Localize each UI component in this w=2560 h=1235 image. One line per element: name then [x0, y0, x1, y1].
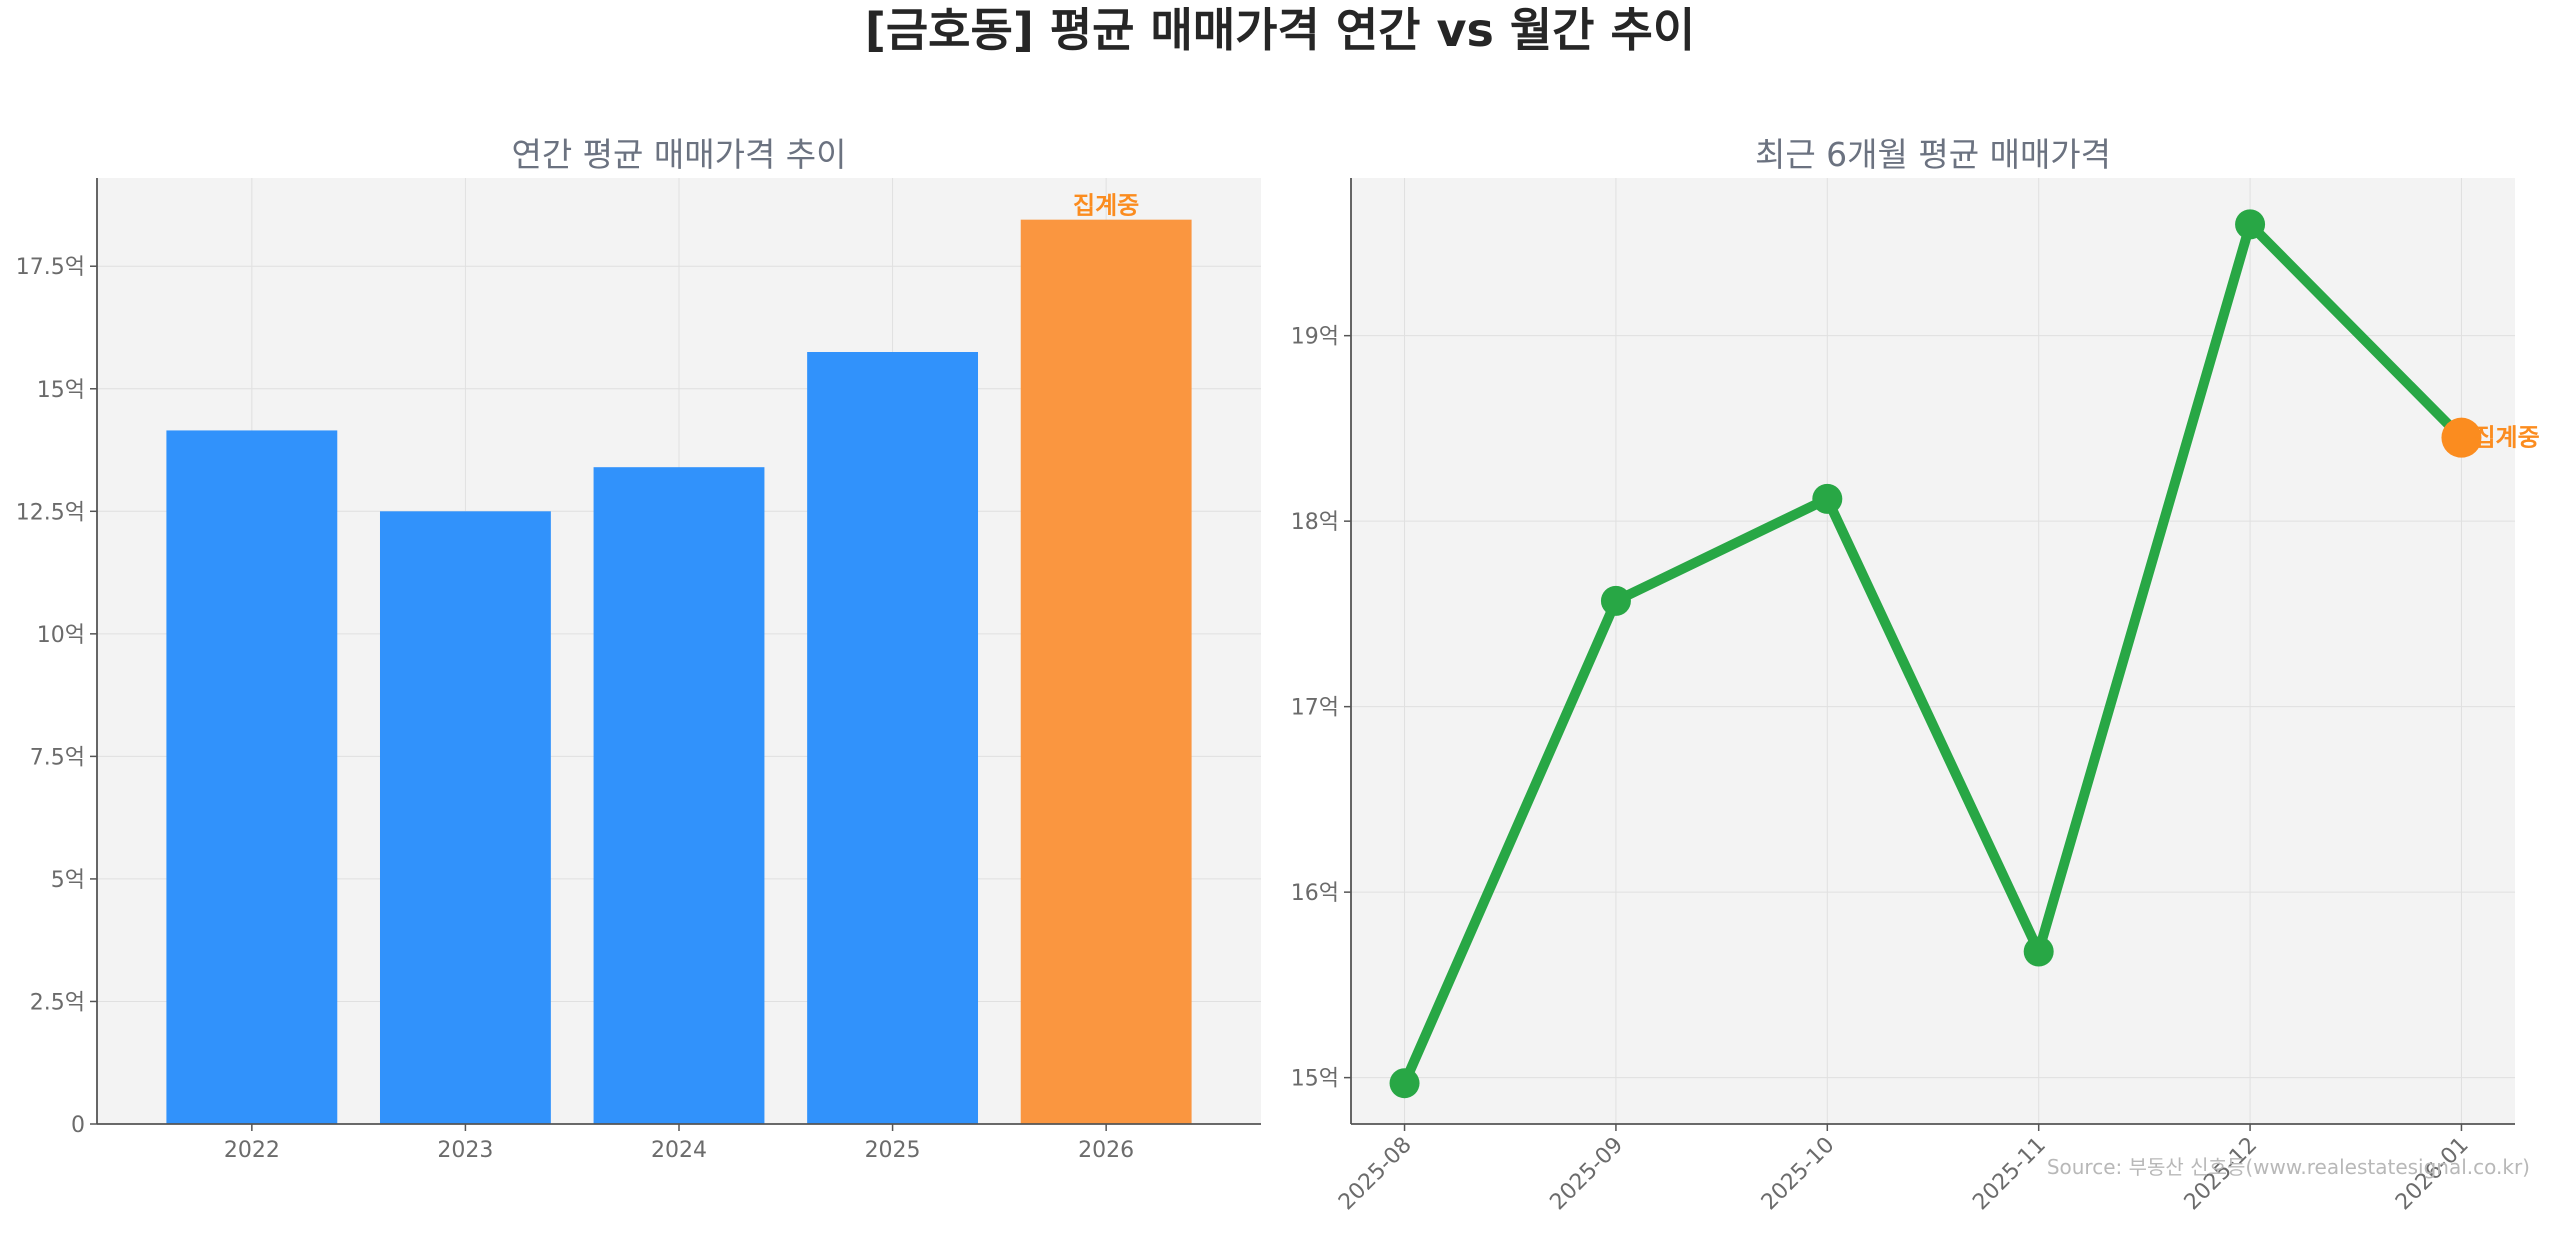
- left-xtick-label: 2023: [437, 1138, 493, 1163]
- left-xtick-label: 2022: [224, 1138, 280, 1163]
- right-xtick-label: 2025-09: [1545, 1133, 1628, 1216]
- right-points: [1389, 209, 2482, 1099]
- annual-bar-chart: 0 2.5억 5억 7.5억 10억 12.5억 15억 17.5억 2022 2023 2024 2…: [16, 135, 1261, 1163]
- left-ytick-label: 7.5억: [30, 745, 85, 770]
- point-2025-10: [1812, 483, 1843, 514]
- point-2026-01: [2441, 417, 2482, 458]
- right-ytick-label: 17억: [1291, 696, 1339, 721]
- left-ytick-label: 12.5억: [16, 500, 85, 525]
- bar-2023: [379, 511, 551, 1125]
- right-xtick-label: 2025-08: [1334, 1133, 1417, 1216]
- bar-2022: [166, 430, 338, 1124]
- right-ytick-label: 19억: [1291, 325, 1339, 350]
- left-ytick-label: 2.5억: [30, 990, 85, 1015]
- left-xtick-label: 2025: [865, 1138, 921, 1163]
- bar-2026: [1020, 219, 1192, 1124]
- left-chart-title: 연간 평균 매매가격 추이: [511, 135, 846, 174]
- price-series-line: [1399, 219, 2467, 1089]
- right-xtick-label: 2025-10: [1757, 1133, 1840, 1216]
- left-xtick-label: 2024: [651, 1138, 707, 1163]
- left-ytick-label: 15억: [37, 378, 85, 403]
- monthly-line-chart: 15억 16억 17억 18억 19억 2025-08 2025-09 2025-10 2025…: [1291, 135, 2540, 1215]
- left-ytick-label: 5억: [51, 868, 85, 893]
- point-2025-11: [2023, 936, 2054, 967]
- right-ytick-label: 15억: [1291, 1067, 1339, 1092]
- left-ytick-label: 0: [71, 1113, 85, 1138]
- right-ytick-label: 16억: [1291, 881, 1339, 906]
- right-chart-title: 최근 6개월 평균 매매가격: [1755, 135, 2111, 174]
- right-xtick-label: 2025-11: [1968, 1133, 2051, 1216]
- left-ytick-label: 10억: [37, 623, 85, 648]
- point-2025-08: [1389, 1068, 1420, 1099]
- right-grid: [1351, 178, 2515, 1124]
- left-ytick-label: 17.5억: [16, 255, 85, 280]
- bar-2025: [807, 352, 979, 1124]
- left-pending-label: 집계중: [1073, 192, 1139, 220]
- page-title: [금호동] 평균 매매가격 연간 vs 월간 추이: [864, 3, 1696, 57]
- right-ytick-label: 18억: [1291, 510, 1339, 535]
- right-pending-label: 집계중: [2473, 424, 2539, 452]
- point-2025-09: [1600, 585, 1631, 616]
- left-bars: [166, 219, 1192, 1125]
- left-tick-labels: 0 2.5억 5억 7.5억 10억 12.5억 15억 17.5억 2022 2023 2024 2…: [16, 255, 1134, 1163]
- point-2025-12: [2235, 209, 2266, 240]
- source-note: Source: 부동산 신호등(www.realestatesignal.co.…: [2047, 1155, 2530, 1179]
- bar-2024: [593, 467, 765, 1124]
- left-xtick-label: 2026: [1078, 1138, 1134, 1163]
